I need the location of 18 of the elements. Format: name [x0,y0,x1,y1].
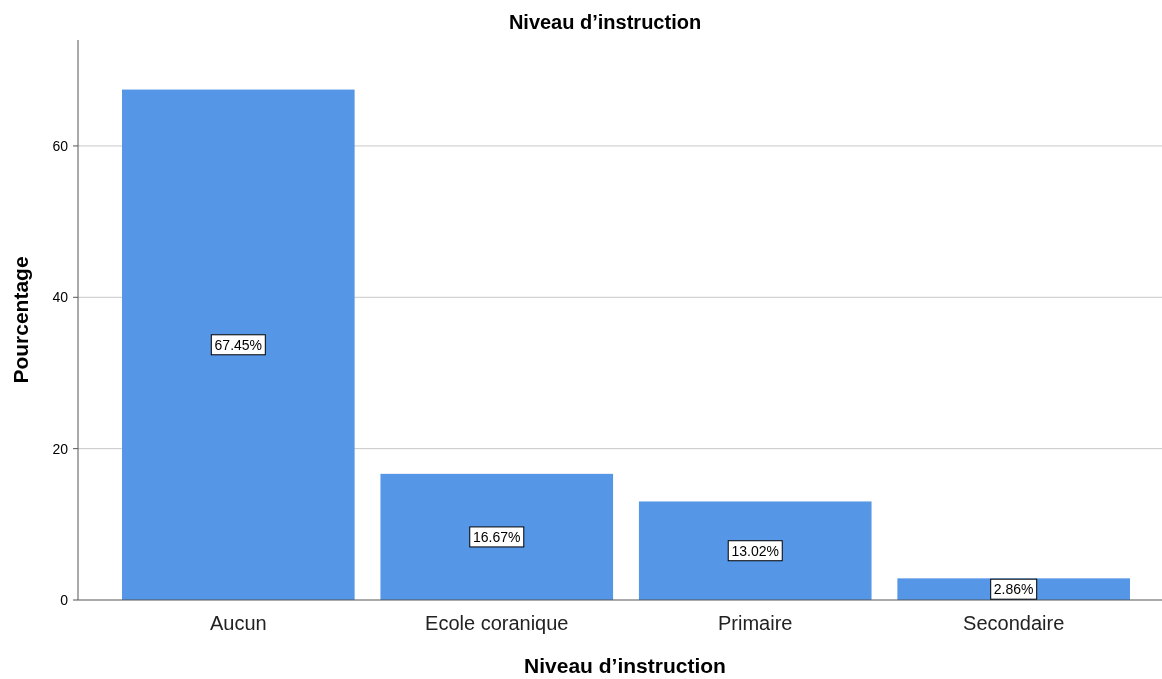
bar [380,473,614,600]
y-axis-title: Pourcentage [9,256,32,384]
chart-title: Niveau d’instruction [508,11,702,33]
x-tick-label: Primaire [718,612,793,634]
x-tick-label: Secondaire [963,612,1065,634]
data-label: 67.45% [214,336,263,353]
data-label: 13.02% [731,542,779,559]
bar [122,89,355,600]
y-tick-label: 40 [52,289,69,306]
bar [638,501,872,600]
x-axis-title: Niveau d’instruction [524,654,726,677]
x-tick-label: Aucun [209,612,267,634]
data-label: 16.67% [473,528,521,545]
y-tick-label: 20 [52,440,69,457]
x-tick-label: Ecole coranique [425,612,569,634]
data-label: 2.86% [993,581,1034,598]
y-tick-label: 0 [60,591,69,608]
y-tick-label: 60 [52,137,69,154]
